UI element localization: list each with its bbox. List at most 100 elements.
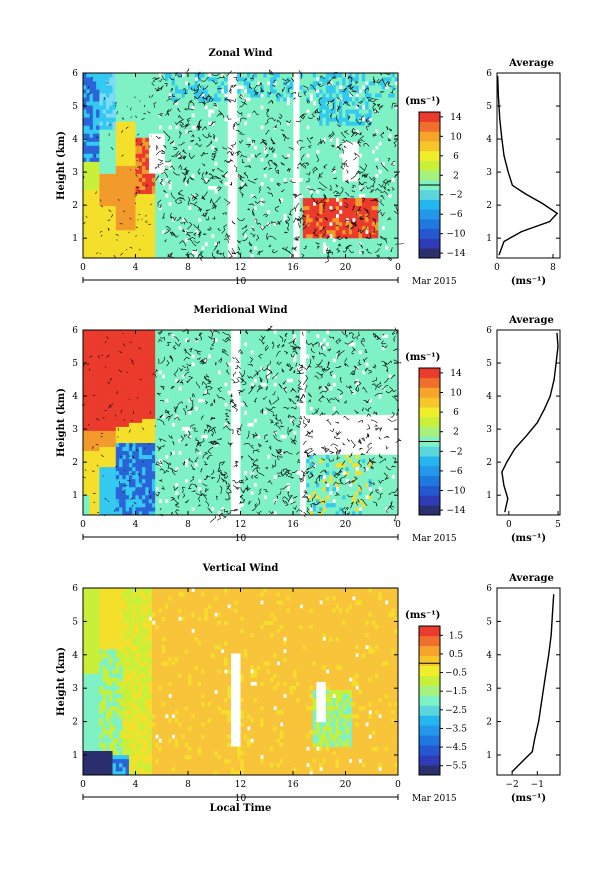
heatmap-cell [253,133,258,138]
heatmap-cell [352,233,356,239]
heatmap-cell [240,133,245,138]
contour-line [370,199,377,202]
heatmap-cell [329,237,333,243]
contour-line [318,181,328,189]
heatmap-cell [191,109,195,114]
heatmap-cell [266,225,271,231]
heatmap-cell [96,450,100,456]
heatmap-cell [286,137,291,142]
heatmap-cell [338,229,343,235]
heatmap-cell [220,137,225,142]
heatmap-cell [217,185,222,191]
heatmap-cell [89,446,94,452]
heatmap-cell [217,233,222,239]
contour-line [183,90,188,95]
contour-line [219,179,223,184]
heatmap-cell [250,121,255,126]
heatmap-cell [263,241,268,247]
heatmap-cell [237,205,241,211]
heatmap-cell [135,201,140,207]
heatmap-cell [109,225,113,231]
heatmap-cell [151,193,156,199]
heatmap-cell [240,137,245,142]
heatmap-cell [86,81,90,86]
contour-line [335,184,338,188]
heatmap-cell [96,330,100,335]
heatmap-cell [171,189,176,195]
heatmap-cell [391,253,396,259]
heatmap-cell [86,177,90,182]
heatmap-cell [112,201,117,207]
heatmap-cell [253,221,258,227]
heatmap-cell [338,185,343,191]
heatmap-cell [378,245,382,251]
heatmap-cell [289,237,294,243]
heatmap-cell [394,221,399,227]
contour-line [372,104,376,112]
heatmap-cell [276,81,281,86]
contour-line [216,250,219,255]
heatmap-cell [96,189,100,195]
heatmap-cell [371,81,376,86]
heatmap-cell [263,161,268,166]
heatmap-cell [394,149,399,154]
heatmap-cell [302,141,307,146]
heatmap-cell [391,81,396,86]
heatmap-cell [112,93,117,98]
heatmap-cell [378,77,382,82]
heatmap-cell [99,105,104,110]
heatmap-cell [89,137,94,142]
heatmap-cell [391,245,396,251]
heatmap-cell [132,129,136,134]
contour-line [351,220,357,226]
contour-line [281,189,285,193]
heatmap-cell [102,81,107,86]
heatmap-cell [125,217,130,223]
heatmap-cell [348,233,353,239]
heatmap-cell [191,117,195,122]
heatmap-cell [388,137,392,142]
heatmap-cell [96,334,100,339]
contour-line [368,232,372,240]
heatmap-cell [135,197,140,203]
heatmap-cell [194,161,199,166]
heatmap-cell [210,77,215,82]
heatmap-cell [391,233,396,239]
heatmap-cell [260,145,264,150]
heatmap-cell [279,149,284,154]
heatmap-cell [86,193,90,199]
heatmap-cell [237,201,241,207]
heatmap-cell [342,229,346,235]
heatmap-cell [132,81,136,86]
heatmap-cell [99,478,104,484]
heatmap-cell [243,253,248,259]
heatmap-cell [122,181,127,187]
heatmap-cell [384,249,389,255]
heatmap-cell [105,233,110,239]
heatmap-cell [266,105,271,110]
heatmap-cell [96,221,100,227]
heatmap-cell [168,85,172,90]
heatmap-cell [145,253,150,259]
heatmap-cell [358,105,363,110]
heatmap-cell [256,109,261,114]
heatmap-cell [378,101,382,106]
heatmap-cell [358,109,363,114]
contour-line [303,85,309,91]
heatmap-cell [394,253,399,259]
contour-line [181,248,187,251]
heatmap-cell [92,414,97,419]
heatmap-cell [371,129,376,134]
heatmap-cell [207,221,212,227]
heatmap-cell [96,338,100,343]
heatmap-cell [319,165,323,170]
heatmap-cell [122,177,127,182]
heatmap-cell [96,101,100,106]
heatmap-cell [96,185,100,191]
heatmap-cell [381,125,386,130]
heatmap-cell [283,141,287,146]
heatmap-cell [352,225,356,231]
heatmap-cell [204,197,209,203]
heatmap-cell [375,181,379,187]
heatmap-cell [329,121,333,126]
